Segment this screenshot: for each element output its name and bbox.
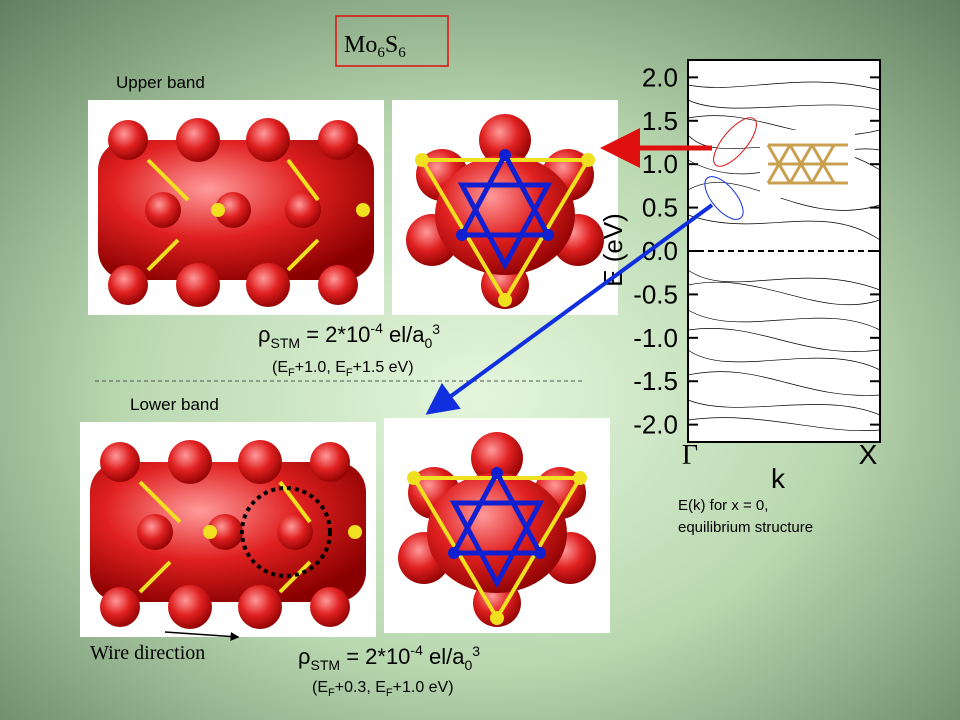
- y-tick-label: 1.0: [642, 149, 678, 179]
- y-tick-label: -1.5: [633, 366, 678, 396]
- caption: E(k) for x = 0,: [678, 497, 768, 514]
- x-tick-label: X: [859, 439, 878, 470]
- upper-band-label: Upper band: [116, 73, 205, 92]
- y-tick-label: 1.5: [642, 106, 678, 136]
- upper-side-image: [86, 98, 386, 317]
- crystal-lattice: [766, 143, 848, 185]
- caption: equilibrium structure: [678, 519, 813, 536]
- blue-arrow: [425, 203, 714, 415]
- upper-ellipse: [713, 117, 757, 167]
- upper-density: ρSTM = 2*10-4 el/a03: [258, 320, 440, 351]
- slide-title: Mo6S6: [344, 32, 406, 61]
- highlight-circle: [240, 486, 332, 578]
- band-plot: Γ X k E (eV) E(k) for x = 0, equilibrium…: [598, 59, 881, 536]
- wire-direction-label: Wire direction: [90, 642, 205, 664]
- y-axis-label: E (eV): [598, 213, 628, 287]
- title-box: [335, 15, 449, 67]
- y-tick-label: 2.0: [642, 62, 678, 92]
- y-tick-label: 0.5: [642, 193, 678, 223]
- lower-density: ρSTM = 2*10-4 el/a03: [298, 642, 480, 673]
- wire-arrow: [164, 631, 240, 641]
- x-axis-label: k: [771, 463, 786, 494]
- lower-ellipse: [704, 176, 744, 220]
- lower-range: (EF+0.3, EF+1.0 eV): [312, 679, 454, 699]
- x-tick-label: Γ: [682, 440, 698, 471]
- y-tick-label: -1.0: [633, 323, 678, 353]
- lower-band-label: Lower band: [130, 395, 219, 414]
- lower-end-image: [384, 418, 610, 633]
- y-tick-label: -0.5: [633, 279, 678, 309]
- y-tick-label: -2.0: [633, 410, 678, 440]
- upper-end-image: [392, 100, 618, 315]
- upper-range: (EF+1.0, EF+1.5 eV): [272, 359, 414, 379]
